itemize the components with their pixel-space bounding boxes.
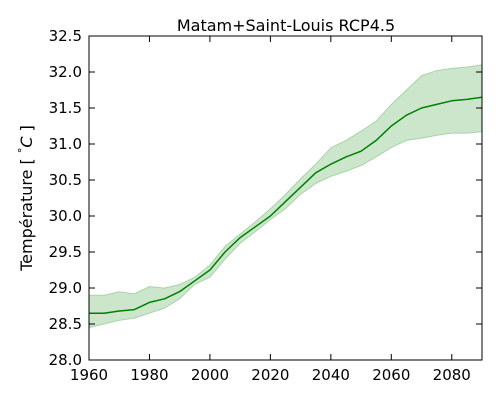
x-tick-label: 2080 xyxy=(433,366,471,384)
tick-labels: 1960 1980 2000 2020 2040 2060 2080 28.0 28.5 29.0… xyxy=(49,27,471,384)
x-tick-label: 1960 xyxy=(70,366,108,384)
series-0-line xyxy=(89,96,483,314)
y-axis-label-unit: C xyxy=(17,136,36,148)
y-axis-label-suffix: ] xyxy=(17,125,36,136)
x-tick-label: 2000 xyxy=(191,366,229,384)
y-tick-label: 31.5 xyxy=(49,99,82,117)
plot-area xyxy=(88,64,483,329)
y-axis-label-degree: ° xyxy=(16,148,29,154)
y-axis-label-prefix: Température [ xyxy=(17,153,36,272)
x-tick-label: 2040 xyxy=(312,366,350,384)
x-tick-label: 1980 xyxy=(130,366,168,384)
y-tick-label: 32.5 xyxy=(49,27,82,45)
x-tick-label: 2060 xyxy=(372,366,410,384)
y-tick-label: 29.0 xyxy=(49,279,82,297)
y-tick-label: 28.0 xyxy=(49,351,82,369)
series-0-band xyxy=(88,64,483,329)
y-tick-label: 30.0 xyxy=(49,207,82,225)
chart-title: Matam+Saint-Louis RCP4.5 xyxy=(177,16,395,35)
y-tick-label: 28.5 xyxy=(49,315,82,333)
plot-frame xyxy=(88,35,483,361)
y-tick-label: 31.0 xyxy=(49,135,82,153)
y-tick-label: 30.5 xyxy=(49,171,82,189)
y-tick-label: 32.0 xyxy=(49,63,82,81)
y-axis-label: Température [ °C ] xyxy=(16,125,36,272)
axis-ticks xyxy=(88,35,482,361)
x-tick-label: 2020 xyxy=(251,366,289,384)
y-tick-label: 29.5 xyxy=(49,243,82,261)
